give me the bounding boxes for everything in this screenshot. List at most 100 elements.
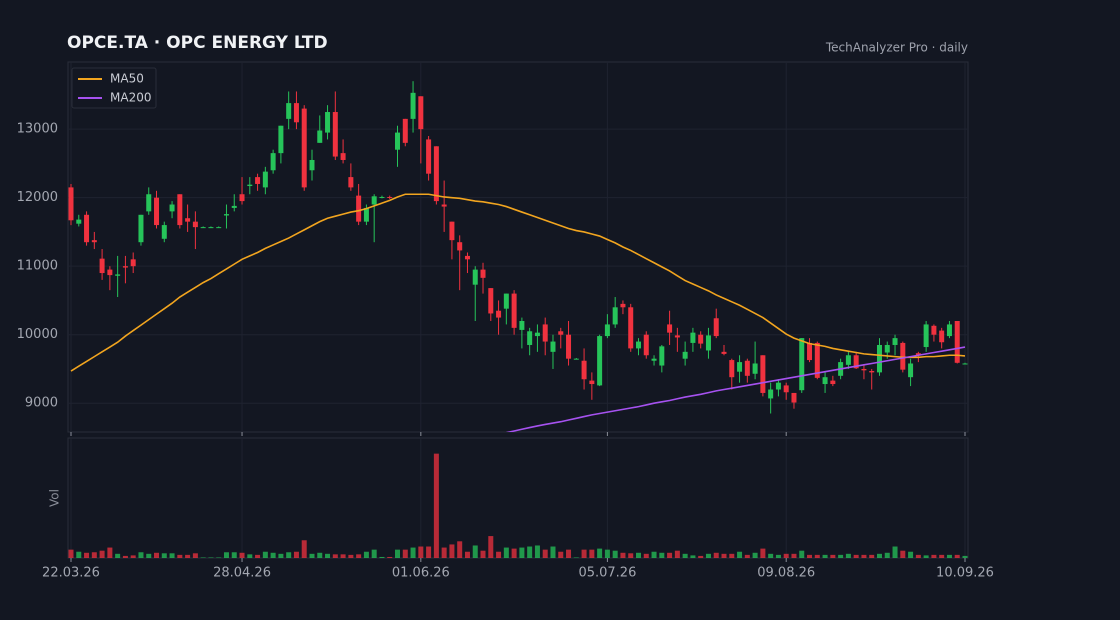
volume-bar xyxy=(527,546,533,558)
candle-body xyxy=(659,346,665,366)
candle-body xyxy=(371,196,377,205)
candle-body xyxy=(99,258,105,274)
candle-body xyxy=(908,363,914,378)
candle-body xyxy=(317,130,323,143)
x-tick-label: 05.07.26 xyxy=(578,566,636,581)
candle-body xyxy=(682,351,688,359)
volume-bar xyxy=(705,553,711,558)
volume-bar xyxy=(480,550,486,558)
candle-body xyxy=(931,325,937,335)
candle-body xyxy=(667,324,673,333)
candle-body xyxy=(488,288,494,314)
candle-body xyxy=(651,358,657,361)
candle-body xyxy=(363,207,369,222)
candle-body xyxy=(410,92,416,119)
candle-body xyxy=(270,153,276,171)
volume-bar xyxy=(542,549,548,558)
volume-bar xyxy=(597,548,603,558)
x-tick-label: 10.09.26 xyxy=(936,566,994,581)
candle-body xyxy=(247,184,253,187)
candle-body xyxy=(713,318,719,337)
volume-bar xyxy=(876,553,882,558)
volume-bar xyxy=(775,554,781,558)
candle-body xyxy=(768,389,774,399)
candle-body xyxy=(293,103,299,123)
volume-bar xyxy=(744,554,750,558)
candle-body xyxy=(115,274,121,276)
candle-body xyxy=(573,358,579,360)
y-tick-label: 9000 xyxy=(25,396,58,411)
volume-bar xyxy=(115,553,121,558)
candle-body xyxy=(503,293,509,309)
legend-label: MA200 xyxy=(110,91,151,105)
candle-body xyxy=(542,324,548,342)
volume-bar xyxy=(908,551,914,558)
candle-body xyxy=(527,331,533,345)
volume-bar xyxy=(558,551,564,558)
volume-bar xyxy=(255,554,261,558)
volume-bar xyxy=(340,554,346,558)
volume-bar xyxy=(464,551,470,558)
volume-bar xyxy=(433,453,439,558)
volume-bar xyxy=(231,552,237,558)
volume-bar xyxy=(659,552,665,558)
candle-body xyxy=(286,103,292,119)
candle-body xyxy=(775,382,781,390)
volume-bar xyxy=(845,553,851,558)
volume-bar xyxy=(122,555,128,558)
volume-bar xyxy=(239,552,245,558)
volume-bar xyxy=(457,541,463,558)
volume-bar xyxy=(511,548,517,558)
volume-bar xyxy=(884,552,890,558)
candle-body xyxy=(480,269,486,278)
candle-body xyxy=(869,371,875,373)
volume-bar xyxy=(348,554,354,558)
volume-bar xyxy=(713,552,719,558)
volume-bar xyxy=(698,555,704,558)
volume-bar xyxy=(216,557,222,558)
candle-body xyxy=(744,360,750,376)
volume-bar xyxy=(154,552,160,558)
candle-body xyxy=(130,259,136,267)
candle-body xyxy=(255,177,261,184)
moving-averages xyxy=(70,193,966,432)
chart-title: OPCE.TA · OPC ENERGY LTD xyxy=(67,33,328,53)
volume-bar xyxy=(371,549,377,558)
candle-body xyxy=(301,108,307,188)
volume-bar xyxy=(286,552,292,558)
candle-body xyxy=(876,344,882,373)
volume-bar xyxy=(721,553,727,558)
volume-bar xyxy=(635,552,641,558)
volume-bar xyxy=(861,554,867,558)
volume-bar xyxy=(84,552,90,558)
candle-body xyxy=(519,321,525,330)
candle-body xyxy=(177,194,183,226)
volume-bar xyxy=(954,554,960,558)
volume-bar xyxy=(737,551,743,558)
volume-bar xyxy=(309,553,315,558)
legend-label: MA50 xyxy=(110,72,144,86)
candle-body xyxy=(146,194,152,212)
volume-bar xyxy=(900,550,906,558)
candle-body xyxy=(822,377,828,385)
volume-bar xyxy=(395,549,401,558)
candle-body xyxy=(496,310,502,318)
candle-body xyxy=(68,187,74,221)
candle-body xyxy=(729,360,735,378)
volume-bar xyxy=(768,553,774,558)
candle-body xyxy=(705,335,711,351)
volume-bar xyxy=(814,554,820,558)
volume-bar xyxy=(332,554,338,558)
candle-body xyxy=(620,303,626,308)
volume-bar xyxy=(169,553,175,558)
volume-bar xyxy=(270,552,276,558)
candle-body xyxy=(309,159,315,171)
volume-bar xyxy=(791,553,797,558)
volume-bar xyxy=(667,552,673,558)
candle-body xyxy=(449,221,455,241)
candle-body xyxy=(628,307,634,349)
volume-bar xyxy=(923,555,929,558)
volume-bar xyxy=(262,551,268,558)
volume-bar xyxy=(690,555,696,558)
